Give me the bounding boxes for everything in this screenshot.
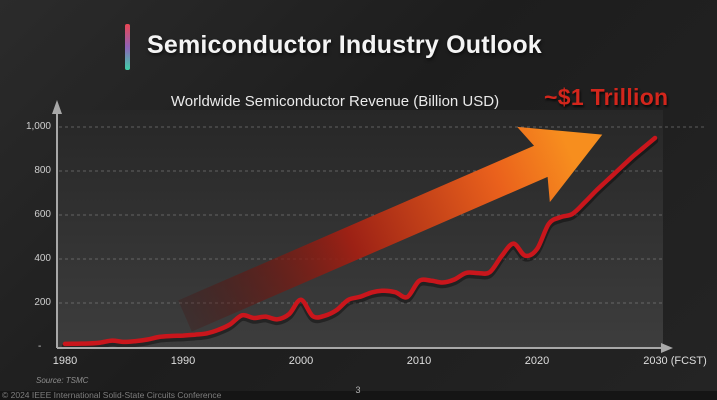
x-axis-tick-label: 2000 (288, 355, 314, 367)
axes (52, 100, 673, 353)
footer-bar (0, 391, 717, 400)
trend-arrow (178, 126, 603, 332)
gridlines (59, 126, 706, 304)
y-axis-tick-label: 400 (34, 253, 51, 264)
x-axis-tick-label: 1990 (170, 355, 196, 367)
y-axis-arrow-icon (52, 100, 62, 114)
x-axis-tick-label: 2020 (524, 355, 550, 367)
copyright-text: © 2024 IEEE International Solid-State Ci… (2, 390, 222, 400)
y-axis-tick-label: 800 (34, 165, 51, 176)
x-axis-tick-label: 2030 (FCST) (643, 355, 707, 367)
x-axis-tick-label: 2010 (406, 355, 432, 367)
page-number: 3 (355, 385, 361, 395)
chart-title: Worldwide Semiconductor Revenue (Billion… (170, 93, 500, 110)
x-axis-arrow-icon (661, 343, 673, 353)
revenue-line-shadow (61, 137, 659, 350)
y-axis-zero-label: - (38, 341, 42, 352)
title-accent-bar (125, 24, 130, 70)
source-note: Source: TSMC (36, 376, 89, 385)
y-axis-tick-label: 1,000 (25, 121, 51, 132)
y-axis-tick-label: 600 (34, 209, 51, 220)
y-axis-tick-label: 200 (34, 297, 51, 308)
trillion-annotation: ~$1 Trillion (544, 84, 669, 110)
x-axis-tick-label: 1980 (52, 355, 78, 367)
slide-title: Semiconductor Industry Outlook (147, 31, 542, 59)
revenue-line (62, 135, 658, 347)
